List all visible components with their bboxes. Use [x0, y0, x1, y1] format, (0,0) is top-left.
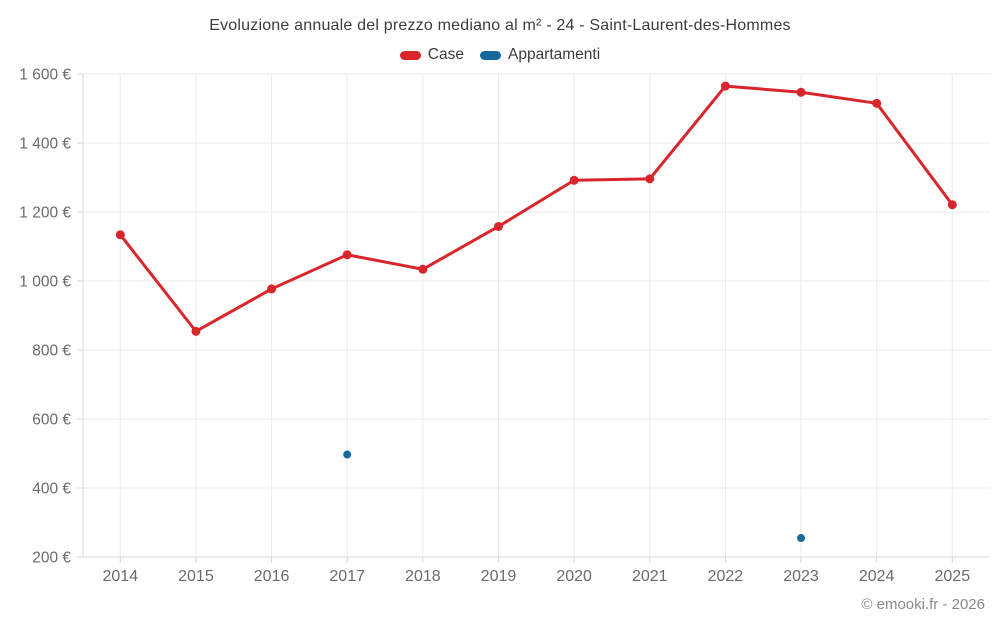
svg-text:1 000 €: 1 000 €: [19, 274, 71, 291]
svg-text:2021: 2021: [632, 568, 668, 585]
svg-text:2025: 2025: [935, 568, 971, 585]
svg-text:600 €: 600 €: [32, 412, 71, 429]
svg-text:200 €: 200 €: [32, 550, 71, 567]
svg-text:2015: 2015: [178, 568, 214, 585]
legend-label-case: Case: [427, 46, 464, 63]
legend-item-case[interactable]: Case: [399, 46, 464, 64]
legend: Case Appartamenti: [0, 46, 1000, 64]
chart-title: Evoluzione annuale del prezzo mediano al…: [209, 17, 791, 34]
svg-text:1 400 €: 1 400 €: [19, 136, 71, 153]
svg-text:1 200 €: 1 200 €: [19, 205, 71, 222]
legend-label-appartamenti: Appartamenti: [507, 46, 601, 63]
svg-text:2022: 2022: [708, 568, 744, 585]
legend-item-appartamenti[interactable]: Appartamenti: [479, 46, 601, 64]
svg-text:2024: 2024: [859, 568, 895, 585]
svg-text:2016: 2016: [254, 568, 290, 585]
attribution-text: © emooki.fr - 2026: [861, 596, 985, 613]
svg-text:800 €: 800 €: [32, 343, 71, 360]
case-series-swatch-icon: [399, 50, 421, 60]
svg-text:1 600 €: 1 600 €: [19, 67, 71, 84]
svg-text:2014: 2014: [103, 568, 139, 585]
appartamenti-series-swatch-icon: [479, 50, 501, 60]
svg-text:2018: 2018: [405, 568, 441, 585]
svg-text:2023: 2023: [783, 568, 819, 585]
svg-text:2019: 2019: [481, 568, 517, 585]
svg-text:2017: 2017: [329, 568, 365, 585]
svg-text:2020: 2020: [556, 568, 592, 585]
svg-text:400 €: 400 €: [32, 481, 71, 498]
